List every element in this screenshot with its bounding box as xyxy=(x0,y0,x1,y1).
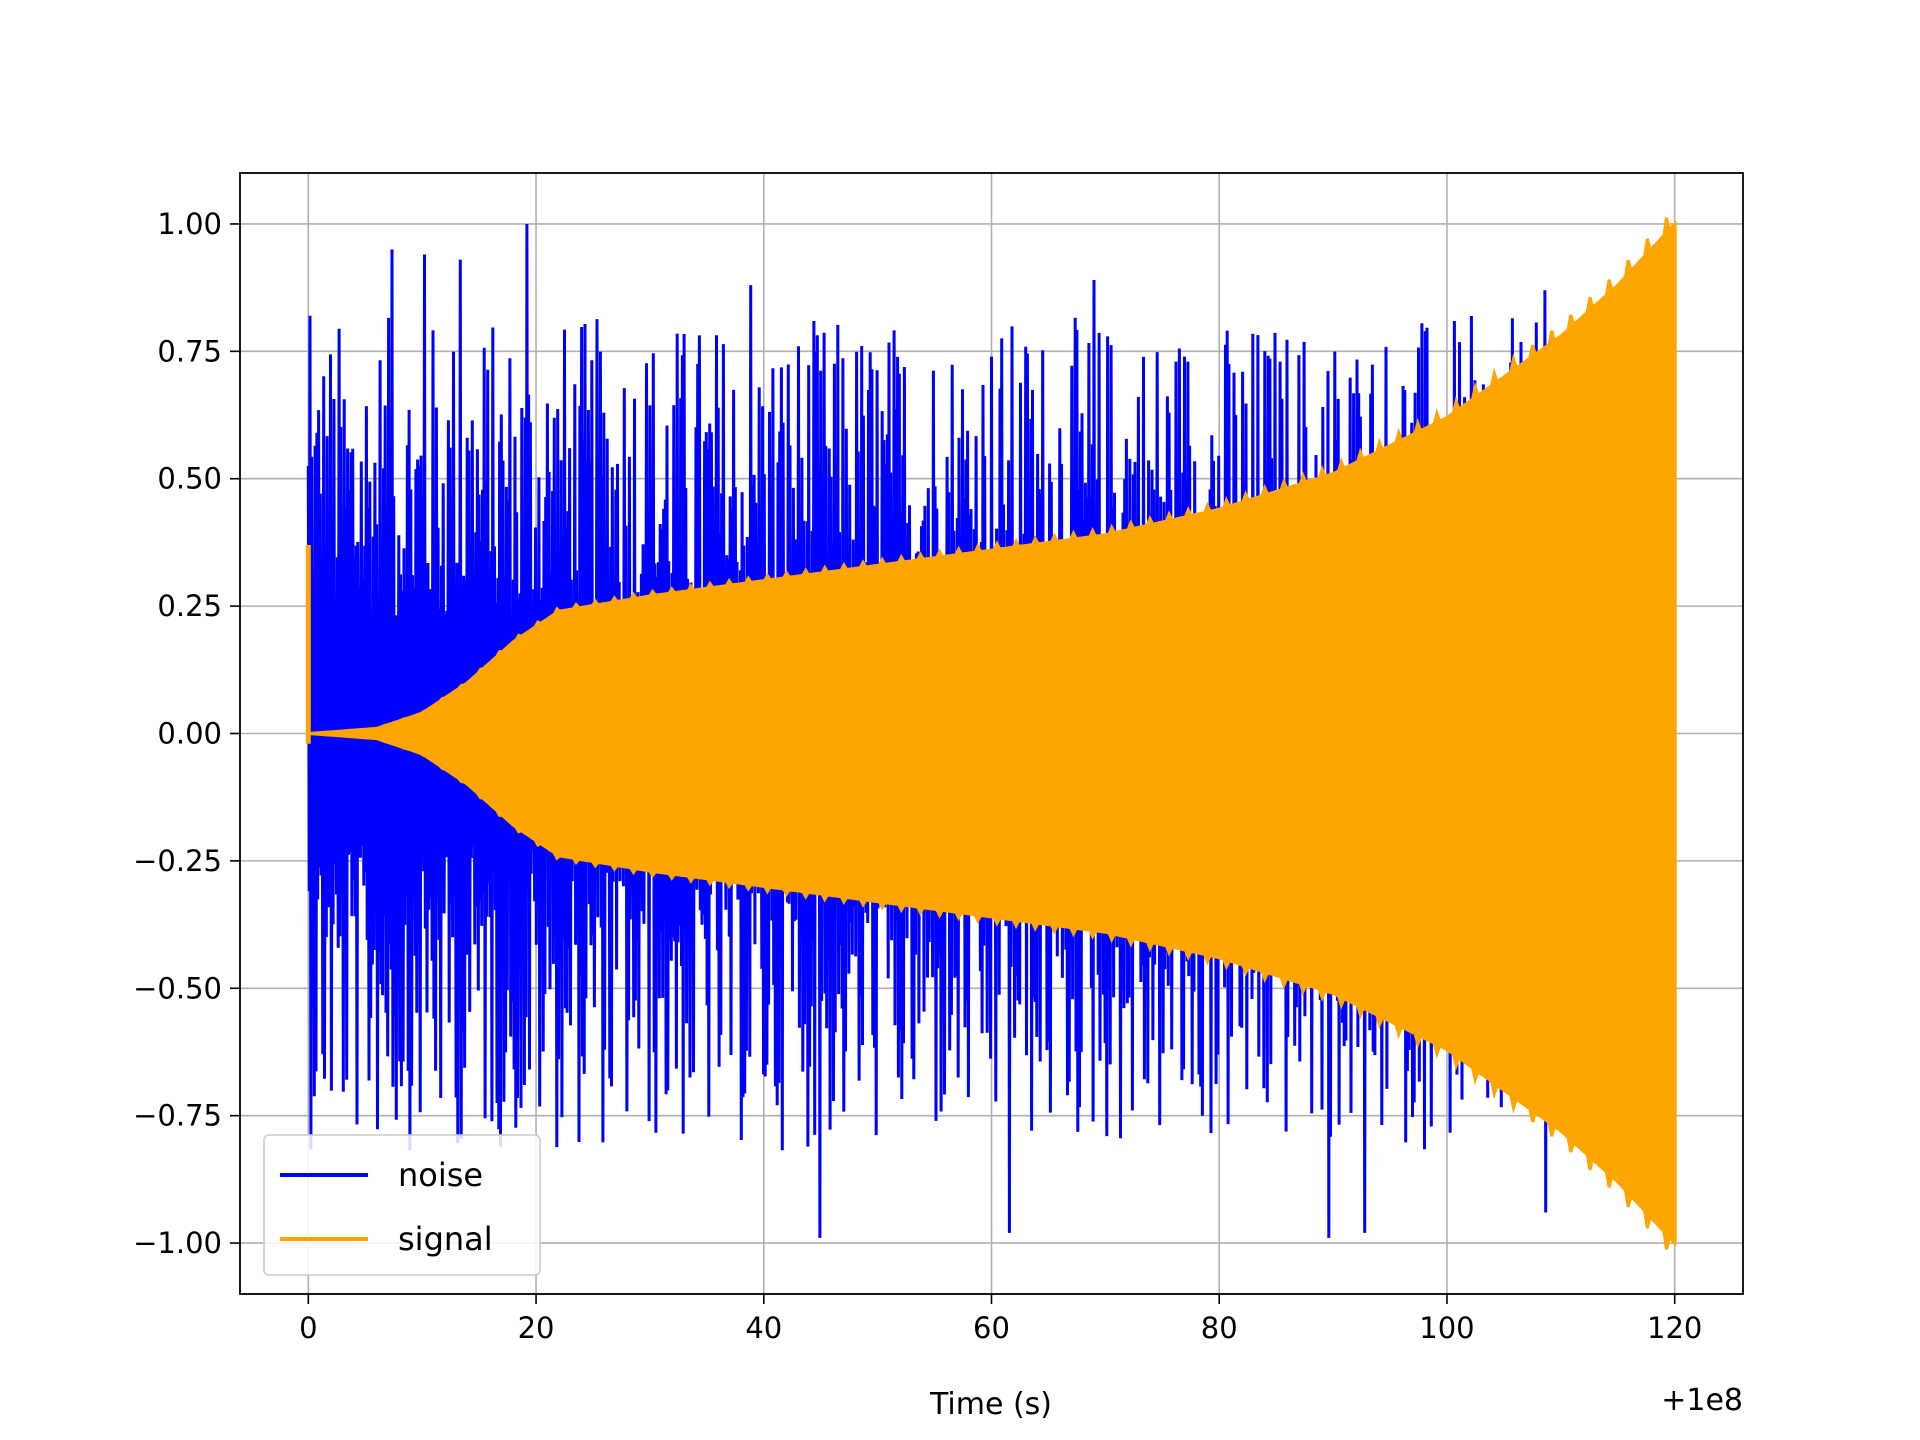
y-tick-label: −1.00 xyxy=(133,1226,222,1260)
y-tick-label: 0.75 xyxy=(157,334,222,368)
y-tick-label: −0.25 xyxy=(133,844,222,878)
x-axis-offset-label: +1e8 xyxy=(1661,1383,1743,1418)
x-tick-label: 120 xyxy=(1647,1311,1702,1345)
y-tick-label: 0.00 xyxy=(157,717,222,751)
plot-area xyxy=(305,217,1677,1250)
y-tick-label: −0.50 xyxy=(133,971,222,1005)
axes: 0 20 40 60 80 100 120 1.00 0.75 0.50 0.25 0.00 −0.25… xyxy=(133,207,1702,1345)
x-tick-label: 60 xyxy=(973,1311,1010,1345)
y-tick-label: 0.25 xyxy=(157,589,222,623)
y-tick-label: −0.75 xyxy=(133,1099,222,1133)
y-tick-label: 0.50 xyxy=(157,462,222,496)
x-tick-label: 80 xyxy=(1201,1311,1238,1345)
legend-label-noise: noise xyxy=(398,1156,483,1194)
x-tick-label: 0 xyxy=(299,1311,317,1345)
x-axis-label: Time (s) xyxy=(929,1387,1052,1422)
x-tick-label: 20 xyxy=(518,1311,555,1345)
legend-label-signal: signal xyxy=(398,1220,493,1258)
legend: noise signal xyxy=(263,1134,541,1276)
x-tick-label: 100 xyxy=(1419,1311,1474,1345)
x-tick-label: 40 xyxy=(745,1311,782,1345)
y-tick-label: 1.00 xyxy=(157,207,222,241)
